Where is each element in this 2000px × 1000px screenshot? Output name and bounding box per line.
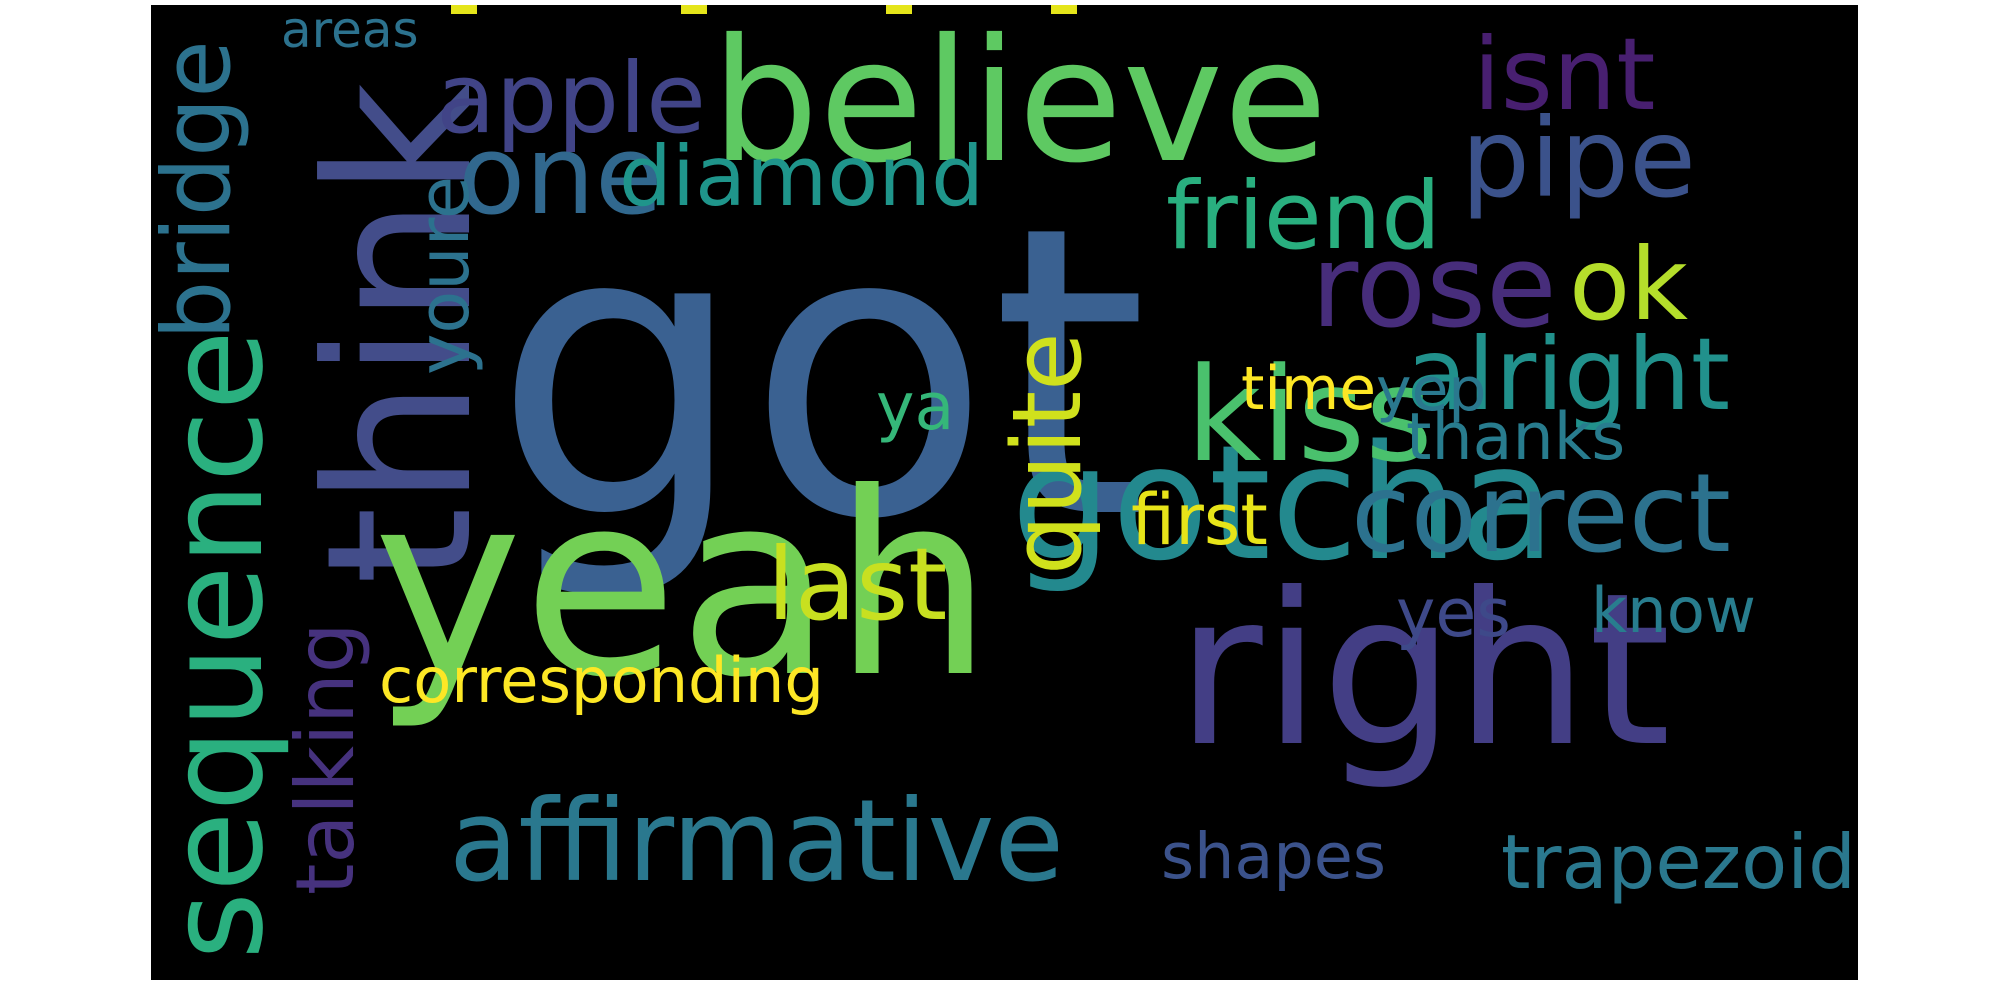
clipped-word-fragment (886, 5, 912, 14)
word-first: first (1131, 479, 1268, 561)
word-pipe: pipe (1461, 95, 1696, 222)
word-yeah: yeah (373, 438, 993, 733)
word-yes: yes (1396, 574, 1511, 652)
word-apple: apple (436, 42, 706, 155)
word-time: time (1241, 355, 1376, 424)
word-friend: friend (1166, 162, 1441, 271)
word-got: got (493, 142, 1148, 607)
word-ok: ok (1569, 226, 1689, 343)
clipped-word-fragment (681, 5, 707, 14)
word-corresponding: corresponding (379, 644, 824, 717)
word-know: know (1591, 574, 1756, 647)
word-shapes: shapes (1161, 819, 1386, 893)
word-affirmative: affirmative (449, 775, 1064, 907)
word-gotcha: gotcha (1011, 412, 1556, 596)
word-bridge: bridge (151, 40, 252, 340)
word-ya: ya (876, 370, 955, 445)
word-cloud: got believe think gotcha yeah right affi… (151, 5, 1858, 980)
word-thanks: thanks (1406, 400, 1626, 475)
word-right: right (1176, 547, 1671, 793)
word-believe: believe (711, 5, 1328, 201)
word-isnt: isnt (1473, 16, 1656, 133)
word-areas: areas (281, 5, 419, 59)
word-alright: alright (1406, 316, 1731, 433)
word-youre: youre (403, 176, 485, 375)
word-one: one (458, 111, 663, 239)
word-diamond: diamond (619, 128, 984, 225)
word-rose: rose (1311, 220, 1557, 354)
word-sequence: sequence (151, 330, 292, 960)
word-kiss: kiss (1186, 339, 1433, 491)
clipped-word-fragment (1051, 5, 1077, 14)
word-quite: quite (993, 332, 1103, 575)
word-last: last (767, 526, 948, 643)
word-correct: correct (1351, 450, 1731, 577)
clipped-word-fragment (451, 5, 477, 14)
word-talking: talking (279, 622, 372, 895)
word-yep: yep (1376, 355, 1487, 425)
word-trapezoid: trapezoid (1501, 818, 1856, 906)
